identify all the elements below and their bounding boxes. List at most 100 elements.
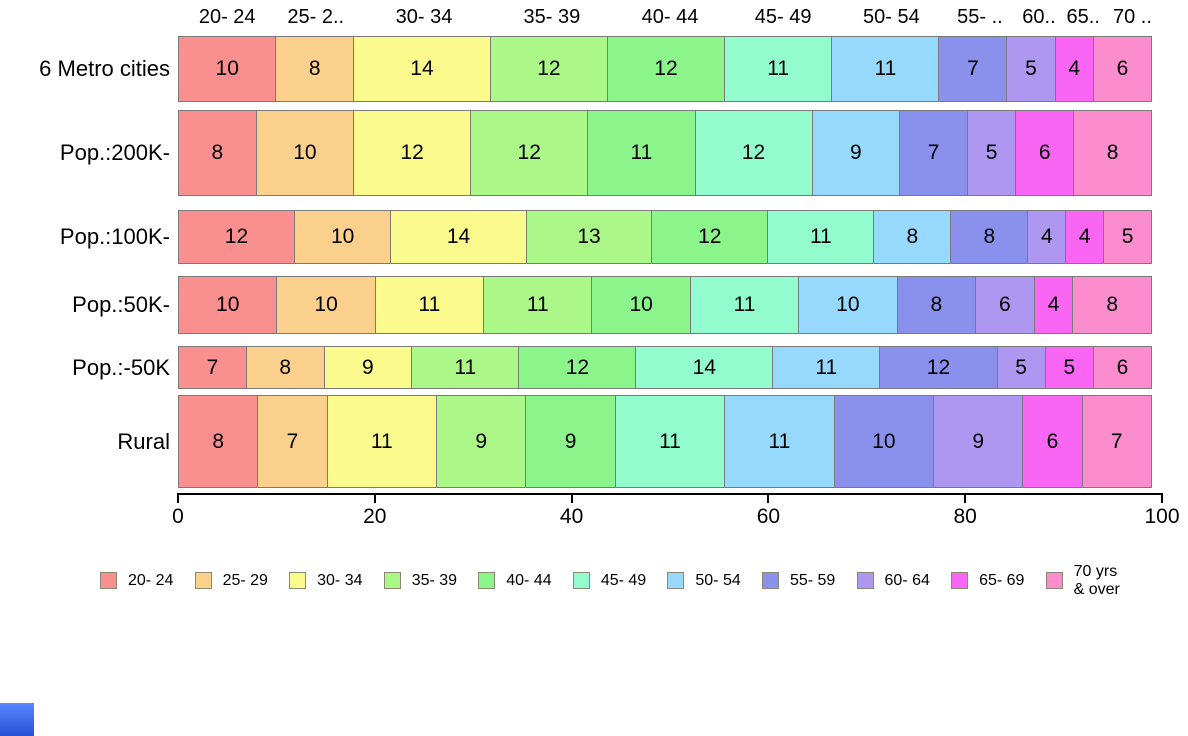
bar-segment[interactable]: 8 xyxy=(896,276,977,334)
bar-segment[interactable]: 12 xyxy=(353,110,472,196)
bar-segment[interactable]: 7 xyxy=(938,36,1008,102)
legend-label: 60- 64 xyxy=(884,571,930,589)
bar-segment[interactable]: 8 xyxy=(275,36,355,102)
column-header: 45- 49 xyxy=(754,6,812,28)
axis-tick-label: 80 xyxy=(953,505,977,528)
legend-label: 65- 69 xyxy=(979,571,1025,589)
bar-segment[interactable]: 14 xyxy=(390,210,527,264)
bar-segment[interactable]: 7 xyxy=(1081,395,1152,488)
bar-segment[interactable]: 4 xyxy=(1065,210,1105,264)
bar-segment[interactable]: 14 xyxy=(353,36,491,102)
row-label: Pop.:-50K xyxy=(72,354,170,380)
bar-segment[interactable]: 5 xyxy=(996,346,1046,389)
legend-label: 70 yrs & over xyxy=(1073,563,1120,598)
row-label: Pop.:50K- xyxy=(72,292,170,317)
legend-swatch xyxy=(289,572,307,590)
bar-segment[interactable]: 8 xyxy=(950,210,1029,264)
bar-segment[interactable]: 8 xyxy=(873,210,952,264)
legend-item: 60- 64 xyxy=(856,571,930,590)
bar-segment[interactable]: 14 xyxy=(635,346,774,389)
legend-swatch xyxy=(667,572,685,590)
bar-segment[interactable]: 11 xyxy=(614,395,726,488)
bar-segment[interactable]: 5 xyxy=(1006,36,1056,102)
bar-segment[interactable]: 12 xyxy=(606,36,726,102)
bar-segment[interactable]: 5 xyxy=(1044,346,1094,389)
bar-segment[interactable]: 7 xyxy=(178,346,247,389)
column-header: 20- 24 xyxy=(198,6,256,28)
bar-segment[interactable]: 10 xyxy=(178,36,277,102)
bar-segment[interactable]: 11 xyxy=(374,276,485,334)
bar-segment[interactable]: 11 xyxy=(831,36,940,102)
bar-segment[interactable]: 11 xyxy=(724,395,835,488)
bar-segment[interactable]: 10 xyxy=(178,276,278,334)
bar-segment[interactable]: 8 xyxy=(1073,110,1152,196)
bar-segment[interactable]: 8 xyxy=(245,346,325,389)
bar-segment[interactable]: 4 xyxy=(1033,276,1074,334)
legend-item: 20- 24 xyxy=(100,572,173,590)
legend-swatch xyxy=(572,572,590,590)
bar-segment[interactable]: 10 xyxy=(293,210,392,264)
bar-segment[interactable]: 12 xyxy=(178,210,295,264)
bar-segment[interactable]: 10 xyxy=(591,276,691,334)
legend-label: 35- 39 xyxy=(411,571,458,589)
row-label: 6 Metro cities xyxy=(39,56,170,81)
bar-segment[interactable]: 11 xyxy=(689,276,800,334)
legend-item: 45- 49 xyxy=(572,571,647,590)
bar-segment[interactable]: 11 xyxy=(326,395,438,488)
legend-item: 40- 44 xyxy=(478,572,552,590)
column-header: 65.. xyxy=(1066,6,1100,28)
bar-segment[interactable]: 6 xyxy=(1092,36,1152,102)
bar-segment[interactable]: 6 xyxy=(975,276,1035,334)
chart-row: 6 Metro cities 10 8 14 12 12 11 11 7 5 4 6 xyxy=(0,36,1188,102)
bar-segment[interactable]: 8 xyxy=(178,395,259,488)
age-distribution-chart: 20- 24 25- 2.. 30- 34 35- 39 40- 44 45- 49 50-… xyxy=(0,6,1188,599)
bar-segment[interactable]: 7 xyxy=(257,395,328,488)
chart-row: Pop.:50K- 10 10 11 11 10 11 10 8 6 4 8 xyxy=(0,276,1188,334)
legend-item: 35- 39 xyxy=(383,571,458,590)
bar-segment[interactable]: 7 xyxy=(899,110,968,196)
bar-segment[interactable]: 11 xyxy=(724,36,833,102)
bar-segment[interactable]: 10 xyxy=(255,110,355,196)
legend: 20- 24 25- 29 30- 34 35- 39 40- 44 45- 49 50- … xyxy=(100,563,1120,599)
axis-tick xyxy=(373,493,376,503)
column-header: 30- 34 xyxy=(395,6,453,28)
legend-item: 25- 29 xyxy=(194,572,268,590)
bar-segment[interactable]: 11 xyxy=(411,346,520,389)
bar-segment[interactable]: 4 xyxy=(1027,210,1067,264)
bar-segment[interactable]: 11 xyxy=(483,276,593,334)
bar-segment[interactable]: 9 xyxy=(811,110,901,196)
bar-segment[interactable]: 11 xyxy=(772,346,881,389)
chart-row: Pop.:-50K 7 8 9 11 12 14 11 12 5 5 6 xyxy=(0,346,1188,389)
bar-segment[interactable]: 8 xyxy=(1072,276,1152,334)
bar-segment[interactable]: 4 xyxy=(1054,36,1094,102)
bar-rows: 6 Metro cities 10 8 14 12 12 11 11 7 5 4 6 Pop.:200K… xyxy=(0,36,1188,488)
bottom-left-blue-panel[interactable] xyxy=(0,703,34,736)
bar-segment[interactable]: 9 xyxy=(525,395,616,488)
bar-segment[interactable]: 10 xyxy=(833,395,935,488)
legend-item: 65- 69 xyxy=(951,572,1024,590)
bar-segment[interactable]: 11 xyxy=(767,210,875,264)
bar-segment[interactable]: 5 xyxy=(1103,210,1152,264)
bar-segment[interactable]: 12 xyxy=(879,346,998,389)
bar-segment[interactable]: 9 xyxy=(323,346,413,389)
bar-segment[interactable]: 9 xyxy=(436,395,527,488)
legend-label: 45- 49 xyxy=(600,571,647,589)
bar-segment[interactable]: 5 xyxy=(967,110,1017,196)
bar-segment[interactable]: 8 xyxy=(178,110,257,196)
bar-segment[interactable]: 10 xyxy=(798,276,898,334)
column-header: 25- 2.. xyxy=(287,6,345,28)
bar-segment[interactable]: 13 xyxy=(525,210,653,264)
bar-segment[interactable]: 6 xyxy=(1022,395,1083,488)
legend-swatch xyxy=(761,572,779,590)
bar-segment[interactable]: 12 xyxy=(651,210,769,264)
bar-segment[interactable]: 12 xyxy=(694,110,813,196)
bar-segment[interactable]: 6 xyxy=(1092,346,1152,389)
bar-segment[interactable]: 12 xyxy=(489,36,608,102)
bar-segment[interactable]: 12 xyxy=(470,110,589,196)
bar-segment[interactable]: 10 xyxy=(276,276,376,334)
bar-segment[interactable]: 12 xyxy=(518,346,637,389)
bar-segment[interactable]: 9 xyxy=(933,395,1024,488)
column-header: 50- 54 xyxy=(863,6,920,28)
bar-segment[interactable]: 11 xyxy=(587,110,696,196)
bar-segment[interactable]: 6 xyxy=(1015,110,1075,196)
